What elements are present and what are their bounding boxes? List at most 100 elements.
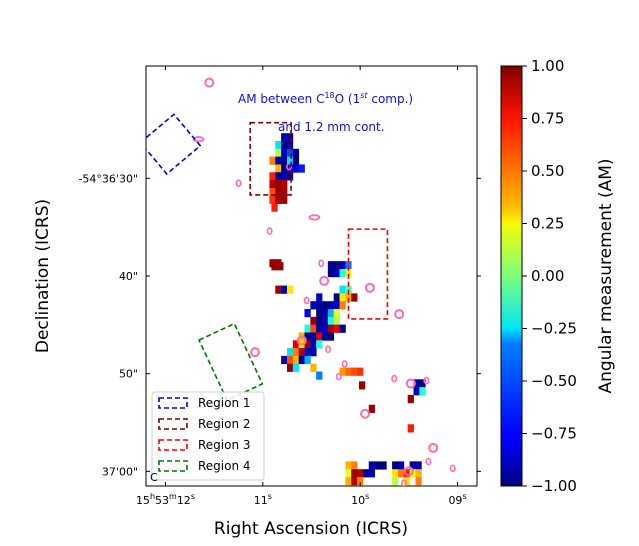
contour	[319, 275, 330, 286]
heatmap-pixel	[345, 469, 352, 478]
heatmap-pixel	[275, 285, 282, 294]
heatmap-pixel	[269, 195, 276, 204]
heatmap-pixel	[316, 309, 323, 318]
heatmap-pixel	[298, 164, 305, 173]
heatmap-pixel	[281, 180, 288, 189]
heatmap-pixel	[292, 355, 300, 365]
heatmap-pixel	[357, 469, 364, 478]
x-tick-label: 11s	[254, 492, 272, 507]
heatmap-pixel	[415, 477, 422, 486]
contour	[250, 347, 261, 358]
heatmap-pixel	[275, 148, 282, 158]
x-tick-label: 10s	[351, 492, 369, 507]
heatmap-pixel	[271, 262, 278, 271]
colorbar-tick-label: −0.25	[531, 320, 577, 338]
heatmap-pixel	[368, 461, 375, 470]
heatmap-pixel	[304, 340, 311, 349]
heatmap-pixel	[403, 469, 411, 478]
svg-text:Region 2: Region 2	[198, 417, 251, 431]
heatmap-pixel	[304, 348, 311, 357]
heatmap-pixel	[286, 141, 294, 150]
heatmap-pixel	[359, 381, 366, 390]
legend: Region 1 Region 2 Region 3 Region 4	[151, 391, 265, 481]
heatmap-pixel	[316, 324, 323, 333]
heatmap-pixel	[292, 348, 300, 357]
heatmap-pixel	[392, 477, 399, 486]
heatmap-pixel	[275, 141, 282, 150]
heatmap-pixel	[327, 324, 335, 333]
heatmap-pixel	[310, 324, 317, 333]
contour	[364, 282, 375, 293]
contour	[425, 457, 432, 466]
heatmap-pixel	[275, 172, 282, 181]
heatmap-pixel	[286, 172, 294, 181]
heatmap-pixel	[415, 461, 422, 470]
heatmap-pixel	[292, 363, 300, 372]
heatmap-pixel	[362, 469, 370, 478]
heatmap-pixel	[419, 387, 426, 396]
heatmap-pixel	[403, 477, 411, 486]
contour	[335, 372, 342, 381]
heatmap-pixel	[281, 156, 288, 165]
colorbar-tick-label: −1.00	[531, 477, 577, 495]
heatmap-pixel	[269, 187, 276, 197]
heatmap-pixel	[322, 316, 329, 326]
heatmap-pixel	[281, 285, 288, 294]
region-1-box	[146, 113, 202, 176]
heatmap-pixel	[327, 261, 335, 270]
contour	[400, 479, 407, 486]
heatmap-pixel	[413, 387, 420, 396]
heatmap-pixel	[392, 469, 399, 478]
heatmap-pixel	[281, 148, 288, 158]
heatmap-pixel	[275, 187, 282, 197]
heatmap-pixel	[316, 301, 323, 310]
contour	[449, 464, 456, 473]
heatmap-pixel	[345, 285, 352, 294]
heatmap-pixel	[304, 332, 311, 341]
contour	[360, 408, 371, 419]
beam-label: C	[150, 471, 158, 484]
colorbar	[500, 65, 523, 487]
heatmap-pixel	[368, 469, 375, 478]
contour	[266, 227, 273, 235]
heatmap-pixel	[322, 301, 329, 310]
heatmap-pixel	[357, 477, 364, 486]
contour	[394, 309, 405, 320]
heatmap-pixel	[298, 355, 305, 365]
contour	[303, 296, 310, 305]
y-axis-ticks: -54°36'30" 40" 50" 37'00"	[78, 172, 481, 478]
y-tick-label: 50"	[119, 368, 138, 381]
heatmap-pixels	[269, 133, 426, 486]
heatmap-pixel	[333, 316, 340, 326]
heatmap-pixel	[277, 262, 284, 271]
heatmap-pixel	[345, 261, 352, 270]
heatmap-pixel	[419, 379, 426, 388]
contour	[296, 335, 307, 346]
legend-entry: Region 4	[158, 459, 251, 473]
heatmap-pixel	[339, 324, 346, 333]
heatmap-pixel	[339, 268, 346, 278]
region-2-box	[249, 121, 292, 196]
heatmap-pixel	[327, 316, 335, 326]
heatmap-pixel	[339, 261, 346, 270]
colorbar-tick-label: 0.50	[531, 162, 564, 180]
heatmap-pixel	[415, 469, 422, 478]
legend-entry: Region 2	[158, 417, 251, 431]
colorbar-ticks: 1.00 0.75 0.50 0.25 0.00 −0.25 −0.50 −0.75 −1.00	[522, 57, 577, 495]
colorbar-tick-label: 0.00	[531, 267, 564, 285]
heatmap-pixel	[351, 293, 358, 302]
heatmap-pixel	[333, 293, 340, 302]
heatmap-pixel	[281, 164, 288, 173]
heatmap-pixel	[374, 461, 381, 470]
heatmap-pixel	[345, 367, 352, 376]
heatmap-pixel	[413, 379, 420, 388]
heatmap-pixel	[397, 461, 405, 470]
y-axis-label: Declination (ICRS)	[33, 199, 53, 353]
heatmap-pixel	[392, 461, 399, 470]
x-axis-ticks: 15h53m12s 11s 10s 09s	[136, 66, 467, 507]
x-tick-label: 09s	[448, 492, 466, 507]
heatmap-pixel	[269, 180, 276, 189]
heatmap-pixel	[316, 340, 323, 349]
heatmap-pixel	[322, 309, 329, 318]
colorbar-tick-label: 0.75	[531, 110, 564, 128]
